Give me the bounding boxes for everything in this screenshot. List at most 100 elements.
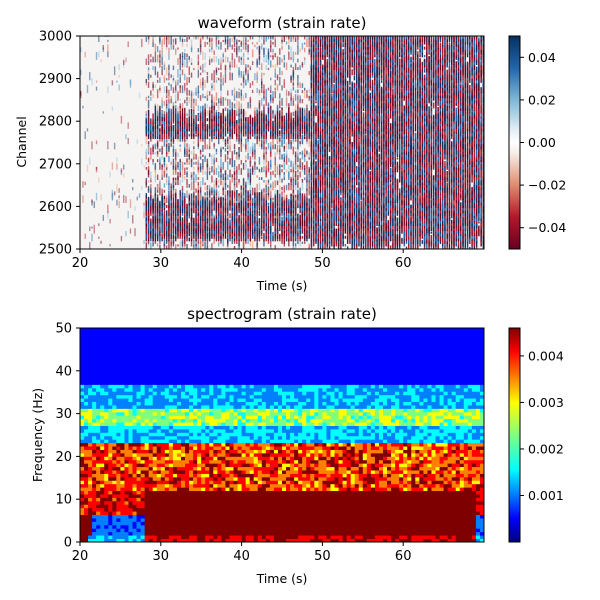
waveform-trace-mark: [168, 108, 170, 114]
waveform-trace-mark: [251, 81, 254, 86]
waveform-trace-mark: [177, 152, 179, 157]
waveform-trace-mark: [251, 203, 254, 211]
waveform-trace-mark: [274, 64, 276, 73]
waveform-trace-mark: [168, 89, 170, 96]
waveform-trace-mark: [172, 106, 175, 122]
waveform-trace-mark: [297, 58, 299, 63]
waveform-trace-mark: [197, 60, 200, 65]
waveform-trace-mark: [120, 169, 123, 175]
waveform-trace-mark: [301, 162, 304, 170]
waveform-trace-mark: [175, 153, 177, 157]
waveform-trace-mark: [317, 135, 319, 140]
waveform-trace-mark: [337, 200, 340, 203]
waveform-trace-mark: [360, 116, 362, 119]
waveform-trace-mark: [310, 95, 313, 99]
waveform-trace-mark: [331, 63, 333, 73]
waveform-trace-mark: [310, 173, 313, 180]
waveform-trace-mark: [240, 224, 243, 229]
waveform-trace-mark: [365, 204, 367, 209]
waveform-trace-mark: [360, 52, 362, 60]
waveform-trace-mark: [170, 143, 172, 147]
waveform-trace-mark: [206, 124, 209, 140]
waveform-trace-mark: [213, 187, 215, 196]
waveform-trace-mark: [95, 80, 98, 83]
waveform-trace-mark: [344, 131, 347, 137]
waveform-trace-mark: [211, 113, 213, 117]
waveform-trace-mark: [159, 121, 161, 124]
waveform-trace-mark: [328, 70, 331, 76]
waveform-trace-mark: [242, 94, 245, 101]
waveform-trace-mark: [356, 130, 358, 134]
waveform-trace-mark: [204, 135, 206, 145]
waveform-trace-mark: [258, 192, 261, 201]
waveform-trace-mark: [331, 119, 333, 124]
waveform-trace-mark: [328, 78, 331, 83]
waveform-trace-mark: [301, 62, 304, 65]
waveform-trace-mark: [165, 204, 168, 209]
waveform-trace-mark: [195, 188, 197, 193]
waveform-trace-mark: [331, 83, 333, 88]
waveform-trace-mark: [301, 63, 304, 68]
waveform-trace-mark: [288, 123, 290, 129]
waveform-trace-mark: [156, 124, 159, 129]
waveform-trace-mark: [199, 122, 202, 134]
waveform-trace-mark: [290, 195, 292, 201]
waveform-trace-mark: [202, 115, 204, 119]
waveform-trace-mark: [116, 199, 118, 206]
waveform-trace-mark: [206, 185, 209, 191]
waveform-trace-mark: [349, 148, 351, 160]
waveform-trace-mark: [303, 241, 306, 244]
waveform-trace-mark: [227, 229, 229, 234]
waveform-trace-mark: [197, 127, 200, 132]
waveform-trace-mark: [184, 52, 186, 60]
waveform-trace-mark: [199, 37, 202, 45]
waveform-trace-mark: [254, 152, 256, 160]
waveform-trace-mark: [145, 226, 148, 234]
waveform-trace-mark: [107, 204, 109, 214]
waveform-trace-mark: [322, 36, 324, 45]
waveform-trace-mark: [240, 103, 243, 109]
waveform-trace-mark: [215, 109, 218, 117]
waveform-trace-mark: [147, 141, 150, 145]
waveform-trace-mark: [229, 213, 231, 219]
waveform-trace-mark: [371, 112, 374, 117]
waveform-trace-mark: [351, 145, 353, 150]
waveform-trace-mark: [170, 216, 172, 232]
waveform-trace-mark: [358, 176, 360, 188]
waveform-trace-mark: [353, 117, 356, 122]
waveform-trace-mark: [358, 146, 360, 155]
waveform-trace-mark: [349, 100, 351, 104]
waveform-trace-mark: [184, 147, 186, 155]
waveform-trace-mark: [251, 210, 254, 219]
waveform-trace-mark: [362, 197, 365, 211]
waveform-trace-mark: [310, 234, 313, 239]
waveform-trace-mark: [249, 238, 252, 247]
waveform-trace-mark: [204, 186, 206, 191]
waveform-trace-mark: [161, 124, 163, 129]
waveform-trace-mark: [165, 239, 168, 244]
waveform-trace-mark: [95, 51, 98, 60]
waveform-trace-mark: [204, 223, 206, 239]
waveform-trace-mark: [319, 235, 322, 239]
waveform-trace-mark: [168, 223, 170, 226]
waveform-trace-mark: [240, 56, 243, 65]
waveform-trace-mark: [270, 215, 272, 219]
waveform-trace-mark: [240, 195, 243, 201]
waveform-trace-mark: [270, 36, 272, 40]
waveform-trace-mark: [351, 194, 353, 198]
waveform-trace-mark: [218, 36, 220, 40]
waveform-trace-mark: [351, 128, 353, 132]
waveform-trace-mark: [344, 200, 347, 203]
waveform-trace-mark: [181, 108, 184, 122]
waveform-trace-mark: [346, 212, 349, 216]
waveform-trace-mark: [152, 127, 154, 132]
waveform-trace-mark: [344, 80, 347, 86]
waveform-trace-mark: [324, 180, 326, 191]
waveform-trace-mark: [150, 125, 152, 132]
waveform-trace-mark: [290, 178, 292, 183]
waveform-trace-mark: [220, 125, 222, 134]
waveform-trace-mark: [179, 123, 181, 127]
waveform-trace-mark: [247, 117, 249, 122]
waveform-trace-mark: [172, 165, 175, 170]
waveform-trace-mark: [211, 201, 213, 206]
